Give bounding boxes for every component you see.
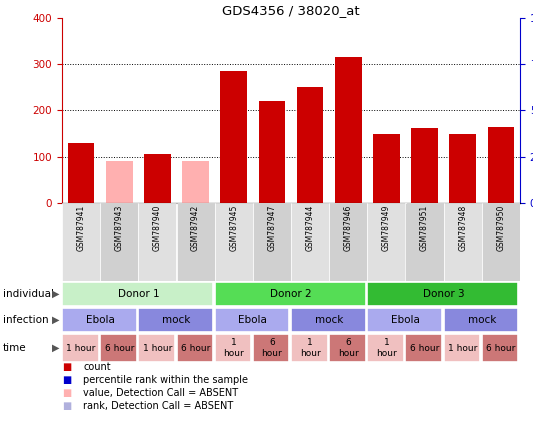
Text: rank, Detection Call = ABSENT: rank, Detection Call = ABSENT <box>83 401 233 411</box>
Bar <box>329 203 367 281</box>
Bar <box>176 203 215 281</box>
Bar <box>297 87 324 203</box>
Bar <box>488 127 514 203</box>
Bar <box>443 308 519 333</box>
Bar <box>253 203 291 281</box>
Bar <box>100 203 139 281</box>
Bar <box>335 57 361 203</box>
Bar <box>259 101 285 203</box>
Text: GSM787943: GSM787943 <box>115 205 124 251</box>
Bar <box>139 308 213 333</box>
Text: 1 hour: 1 hour <box>67 344 96 353</box>
Text: Ebola: Ebola <box>238 315 267 325</box>
Bar <box>62 281 213 306</box>
Text: individual: individual <box>3 289 54 299</box>
Text: infection: infection <box>3 315 49 325</box>
Text: ▶: ▶ <box>52 343 59 353</box>
Text: 1
hour: 1 hour <box>376 338 397 358</box>
Bar <box>68 143 94 203</box>
Text: 6
hour: 6 hour <box>338 338 359 358</box>
Bar <box>291 333 328 362</box>
Bar <box>215 333 251 362</box>
Bar <box>253 333 289 362</box>
Text: GSM787945: GSM787945 <box>229 205 238 251</box>
Text: Donor 2: Donor 2 <box>270 289 312 299</box>
Text: GSM787941: GSM787941 <box>77 205 86 251</box>
Text: 1
hour: 1 hour <box>300 338 320 358</box>
Bar <box>62 308 137 333</box>
Bar <box>139 333 175 362</box>
Text: 6 hour: 6 hour <box>104 344 134 353</box>
Bar <box>291 308 366 333</box>
Text: GSM787946: GSM787946 <box>344 205 353 251</box>
Text: mock: mock <box>163 315 191 325</box>
Text: 6 hour: 6 hour <box>486 344 515 353</box>
Bar <box>367 281 519 306</box>
Text: 1 hour: 1 hour <box>448 344 478 353</box>
Text: GSM787951: GSM787951 <box>420 205 429 251</box>
Text: GSM787944: GSM787944 <box>305 205 314 251</box>
Text: Ebola: Ebola <box>86 315 115 325</box>
Text: GSM787948: GSM787948 <box>458 205 467 251</box>
Text: ■: ■ <box>62 375 71 385</box>
Text: ■: ■ <box>62 388 71 398</box>
Text: mock: mock <box>315 315 343 325</box>
Bar <box>367 333 404 362</box>
Text: count: count <box>83 362 111 372</box>
Bar <box>106 161 133 203</box>
Bar <box>449 134 476 203</box>
Bar <box>220 71 247 203</box>
Bar <box>329 333 366 362</box>
Text: percentile rank within the sample: percentile rank within the sample <box>83 375 248 385</box>
Bar <box>443 333 480 362</box>
Text: mock: mock <box>467 315 496 325</box>
Bar <box>482 203 520 281</box>
Bar <box>411 128 438 203</box>
Text: ▶: ▶ <box>52 289 59 299</box>
Bar <box>139 203 176 281</box>
Text: ▶: ▶ <box>52 315 59 325</box>
Bar <box>367 203 406 281</box>
Text: Donor 3: Donor 3 <box>423 289 464 299</box>
Bar <box>367 308 442 333</box>
Text: 6 hour: 6 hour <box>181 344 211 353</box>
Bar <box>215 203 253 281</box>
Text: 6 hour: 6 hour <box>410 344 439 353</box>
Text: ■: ■ <box>62 362 71 372</box>
Text: Ebola: Ebola <box>391 315 420 325</box>
Bar <box>482 333 519 362</box>
Text: value, Detection Call = ABSENT: value, Detection Call = ABSENT <box>83 388 238 398</box>
Bar <box>100 333 137 362</box>
Bar <box>406 203 443 281</box>
Text: 1
hour: 1 hour <box>223 338 244 358</box>
Bar <box>62 333 99 362</box>
Title: GDS4356 / 38020_at: GDS4356 / 38020_at <box>222 4 360 17</box>
Text: 6
hour: 6 hour <box>262 338 282 358</box>
Text: GSM787940: GSM787940 <box>153 205 162 251</box>
Bar <box>144 155 171 203</box>
Bar <box>406 333 442 362</box>
Bar <box>62 203 100 281</box>
Text: ■: ■ <box>62 401 71 411</box>
Bar <box>291 203 329 281</box>
Text: GSM787947: GSM787947 <box>268 205 277 251</box>
Bar <box>443 203 482 281</box>
Bar <box>373 134 400 203</box>
Bar <box>176 333 213 362</box>
Text: Donor 1: Donor 1 <box>117 289 159 299</box>
Text: GSM787942: GSM787942 <box>191 205 200 251</box>
Text: time: time <box>3 343 26 353</box>
Text: 1 hour: 1 hour <box>143 344 172 353</box>
Text: GSM787950: GSM787950 <box>496 205 505 251</box>
Text: GSM787949: GSM787949 <box>382 205 391 251</box>
Bar <box>215 281 366 306</box>
Bar <box>182 161 209 203</box>
Bar <box>215 308 289 333</box>
